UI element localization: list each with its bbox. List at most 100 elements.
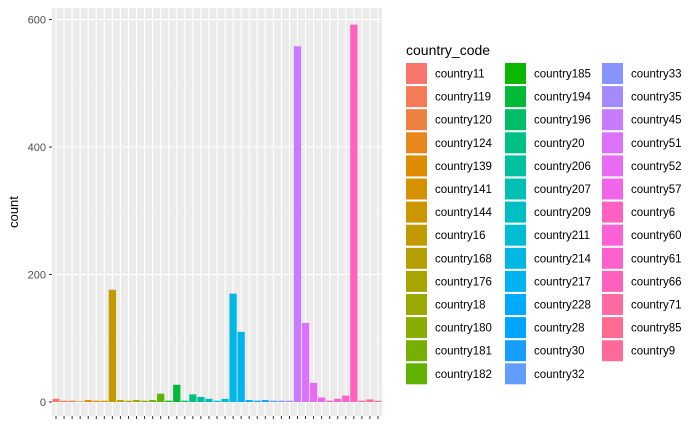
legend-key-country196 bbox=[505, 109, 526, 131]
legend-key-country51 bbox=[602, 132, 623, 154]
bar-country180 bbox=[140, 400, 149, 402]
bar-country6 bbox=[326, 400, 334, 402]
legend-key-country168 bbox=[406, 247, 427, 269]
bar-country33 bbox=[277, 400, 286, 402]
legend-label-country66: country66 bbox=[631, 276, 682, 288]
bar-country194 bbox=[173, 384, 181, 402]
legend-label-country52: country52 bbox=[631, 161, 682, 173]
legend-label-country85: country85 bbox=[631, 323, 682, 335]
legend-key-country209 bbox=[505, 201, 526, 223]
legend-label-country228: country228 bbox=[534, 300, 591, 312]
bars bbox=[52, 24, 382, 403]
legend-label-country71: country71 bbox=[631, 300, 682, 312]
bar-country57 bbox=[318, 397, 326, 402]
legend-label-country61: country61 bbox=[631, 253, 682, 265]
legend-label-country176: country176 bbox=[435, 276, 492, 288]
legend-key-country120 bbox=[406, 109, 427, 131]
bar-country30 bbox=[261, 400, 269, 402]
legend-label-country139: country139 bbox=[435, 161, 492, 173]
legend-label-country211: country211 bbox=[534, 230, 590, 242]
bar-country61 bbox=[342, 395, 350, 402]
bar-country124 bbox=[76, 401, 84, 402]
legend-label-country206: country206 bbox=[534, 161, 591, 173]
bar-country211 bbox=[221, 398, 229, 402]
legend-key-country228 bbox=[505, 294, 526, 315]
legend-key-country9 bbox=[602, 340, 623, 362]
bar-country16 bbox=[108, 289, 116, 402]
bar-country60 bbox=[334, 398, 342, 402]
legend-label-country207: country207 bbox=[534, 184, 591, 196]
legend: country11 country119 country120 country124 c… bbox=[406, 63, 682, 385]
y-tick-label: 0 bbox=[40, 397, 46, 409]
legend-key-country211 bbox=[505, 224, 526, 246]
legend-label-country196: country196 bbox=[534, 115, 591, 127]
bar-country141 bbox=[92, 400, 100, 402]
bar-country71 bbox=[358, 400, 366, 402]
bar-country11 bbox=[52, 398, 60, 402]
legend-key-country45 bbox=[602, 109, 623, 131]
bar-country20 bbox=[189, 394, 197, 402]
bar-country176 bbox=[124, 400, 133, 402]
legend-label-country194: country194 bbox=[534, 92, 592, 104]
legend-key-country207 bbox=[505, 178, 526, 200]
legend-key-country6 bbox=[602, 201, 623, 223]
legend-key-country28 bbox=[505, 317, 526, 339]
bar-country45 bbox=[293, 46, 302, 403]
legend-label-country180: country180 bbox=[435, 323, 492, 335]
bar-country51 bbox=[301, 322, 310, 402]
legend-label-country28: country28 bbox=[534, 323, 585, 335]
legend-key-country71 bbox=[602, 294, 623, 315]
legend-label-country9: country9 bbox=[631, 346, 675, 358]
legend-key-country180 bbox=[406, 317, 427, 339]
bar-country207 bbox=[205, 398, 213, 402]
legend-title: country_code bbox=[406, 42, 490, 58]
legend-key-country141 bbox=[406, 178, 427, 200]
legend-label-country120: country120 bbox=[435, 115, 492, 127]
legend-key-country85 bbox=[602, 317, 623, 339]
bar-country66 bbox=[350, 24, 358, 402]
y-axis-title: count bbox=[6, 196, 21, 228]
legend-label-country168: country168 bbox=[435, 253, 492, 265]
bar-country32 bbox=[269, 400, 277, 402]
legend-key-country35 bbox=[602, 86, 623, 108]
bar-country185 bbox=[165, 400, 173, 402]
bar-country18 bbox=[132, 400, 141, 402]
bar-country214 bbox=[229, 293, 237, 402]
legend-label-country119: country119 bbox=[435, 92, 491, 104]
bar-country120 bbox=[68, 400, 76, 402]
legend-label-country32: country32 bbox=[534, 369, 585, 381]
legend-key-country181 bbox=[406, 340, 427, 362]
gridlines bbox=[52, 8, 382, 416]
legend-label-country35: country35 bbox=[631, 92, 682, 104]
legend-label-country124: country124 bbox=[435, 138, 493, 150]
bar-country119 bbox=[60, 400, 68, 402]
legend-label-country144: country144 bbox=[435, 207, 493, 219]
bar-country182 bbox=[157, 393, 165, 402]
bar-country144 bbox=[100, 400, 108, 402]
legend-key-country139 bbox=[406, 155, 427, 177]
legend-key-country61 bbox=[602, 247, 623, 269]
legend-key-country66 bbox=[602, 270, 623, 292]
bar-country217 bbox=[237, 331, 245, 402]
legend-key-country60 bbox=[602, 224, 623, 246]
legend-key-country52 bbox=[602, 155, 623, 177]
bar-country85 bbox=[366, 399, 374, 402]
legend-key-country57 bbox=[602, 178, 623, 200]
legend-label-country16: country16 bbox=[435, 230, 486, 242]
legend-key-country30 bbox=[505, 340, 526, 362]
bar-country228 bbox=[245, 400, 253, 402]
legend-label-country60: country60 bbox=[631, 230, 682, 242]
legend-key-country20 bbox=[505, 132, 526, 154]
bar-country168 bbox=[116, 400, 125, 402]
legend-label-country20: country20 bbox=[534, 138, 585, 150]
legend-label-country141: country141 bbox=[435, 184, 492, 196]
bar-country209 bbox=[213, 400, 221, 402]
bar-country9 bbox=[374, 400, 382, 402]
bar-country196 bbox=[181, 400, 189, 402]
legend-key-country182 bbox=[406, 363, 427, 385]
bar-country206 bbox=[197, 396, 205, 402]
y-tick-label: 600 bbox=[28, 15, 46, 27]
legend-label-country45: country45 bbox=[631, 115, 682, 127]
bar-country139 bbox=[84, 400, 92, 402]
